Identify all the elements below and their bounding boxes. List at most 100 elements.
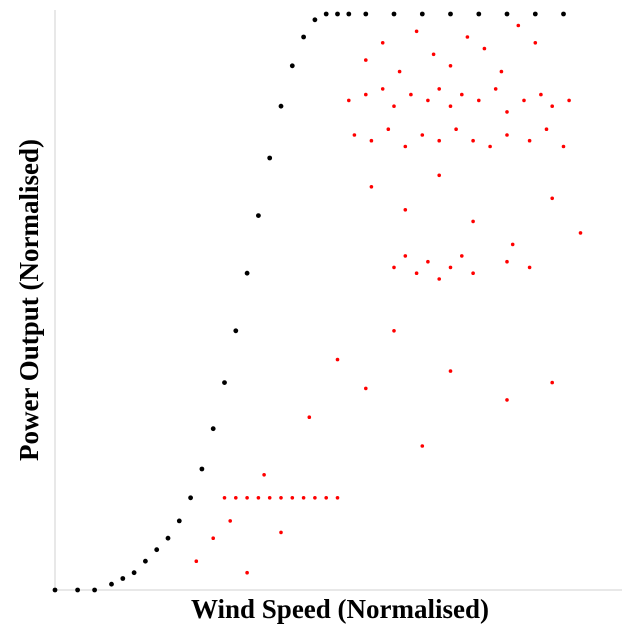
data-point — [550, 196, 554, 201]
data-point — [532, 11, 538, 17]
data-point — [154, 547, 160, 553]
data-point — [290, 496, 295, 500]
data-point — [211, 536, 215, 540]
data-point — [448, 369, 453, 373]
data-point — [403, 208, 408, 212]
data-point — [364, 386, 368, 391]
data-point — [109, 581, 114, 587]
data-point — [493, 87, 498, 91]
data-point — [420, 444, 425, 448]
y-axis-label: Power Output (Normalised) — [14, 139, 44, 461]
data-point — [477, 98, 481, 103]
data-point — [550, 380, 554, 385]
data-point — [301, 34, 306, 40]
data-point — [567, 98, 571, 103]
data-point — [454, 127, 458, 131]
data-point — [409, 92, 413, 97]
data-point — [233, 328, 239, 334]
data-point — [256, 496, 261, 500]
data-point — [222, 496, 227, 500]
data-point — [52, 587, 58, 593]
data-point — [437, 173, 442, 178]
data-point — [448, 64, 453, 68]
data-point — [228, 519, 232, 523]
data-point — [222, 380, 227, 385]
series-1 — [194, 23, 583, 575]
data-point — [199, 466, 205, 472]
data-point — [420, 133, 425, 137]
data-point — [323, 11, 329, 17]
data-point — [75, 587, 80, 593]
data-point — [419, 11, 425, 17]
plot-frame — [54, 10, 622, 591]
data-point — [426, 259, 430, 264]
data-point — [386, 127, 391, 131]
data-point — [522, 98, 526, 103]
data-point — [510, 242, 515, 247]
data-point — [460, 92, 464, 97]
data-point — [244, 270, 250, 276]
data-point — [380, 87, 385, 91]
series-0 — [52, 11, 566, 593]
data-point — [504, 11, 510, 17]
data-point — [131, 570, 137, 576]
x-axis-label: Wind Speed (Normalised) — [191, 594, 489, 624]
data-point — [267, 155, 273, 161]
data-point — [426, 98, 430, 103]
data-point — [245, 570, 249, 575]
data-point — [414, 271, 419, 276]
data-point — [380, 41, 385, 45]
data-point — [527, 265, 532, 270]
data-point — [539, 92, 543, 97]
data-point — [561, 11, 566, 17]
data-point — [471, 271, 475, 276]
data-point — [471, 138, 475, 143]
data-point — [465, 35, 470, 39]
data-point — [448, 104, 453, 108]
data-point — [347, 98, 351, 103]
data-point — [414, 29, 419, 34]
data-points — [52, 11, 583, 593]
data-point — [279, 496, 283, 500]
data-point — [505, 259, 509, 264]
data-point — [194, 559, 199, 563]
data-point — [256, 213, 261, 219]
data-point — [391, 11, 397, 17]
data-point — [363, 11, 369, 17]
data-point — [210, 426, 216, 432]
data-point — [488, 144, 492, 149]
data-point — [324, 496, 329, 500]
data-point — [289, 63, 295, 69]
data-point — [165, 535, 171, 541]
data-point — [437, 138, 442, 143]
data-point — [516, 23, 521, 28]
data-point — [448, 265, 453, 270]
data-point — [482, 46, 487, 51]
data-point — [352, 133, 357, 137]
data-point — [120, 576, 126, 581]
data-point — [369, 185, 374, 189]
data-point — [403, 144, 408, 149]
data-point — [335, 496, 340, 500]
data-point — [392, 265, 396, 270]
data-point — [245, 496, 249, 500]
data-point — [335, 357, 340, 362]
data-point — [143, 558, 148, 564]
data-point — [279, 530, 283, 535]
data-point — [301, 496, 306, 500]
data-point — [550, 104, 554, 108]
data-point — [460, 254, 464, 258]
data-point — [267, 496, 272, 500]
data-point — [346, 11, 352, 17]
data-point — [278, 103, 284, 109]
data-point — [437, 277, 442, 281]
data-point — [262, 473, 266, 477]
data-point — [392, 329, 396, 333]
data-point — [476, 11, 482, 17]
data-point — [307, 415, 312, 420]
data-point — [188, 495, 194, 501]
data-point — [561, 144, 566, 149]
data-point — [176, 518, 182, 524]
